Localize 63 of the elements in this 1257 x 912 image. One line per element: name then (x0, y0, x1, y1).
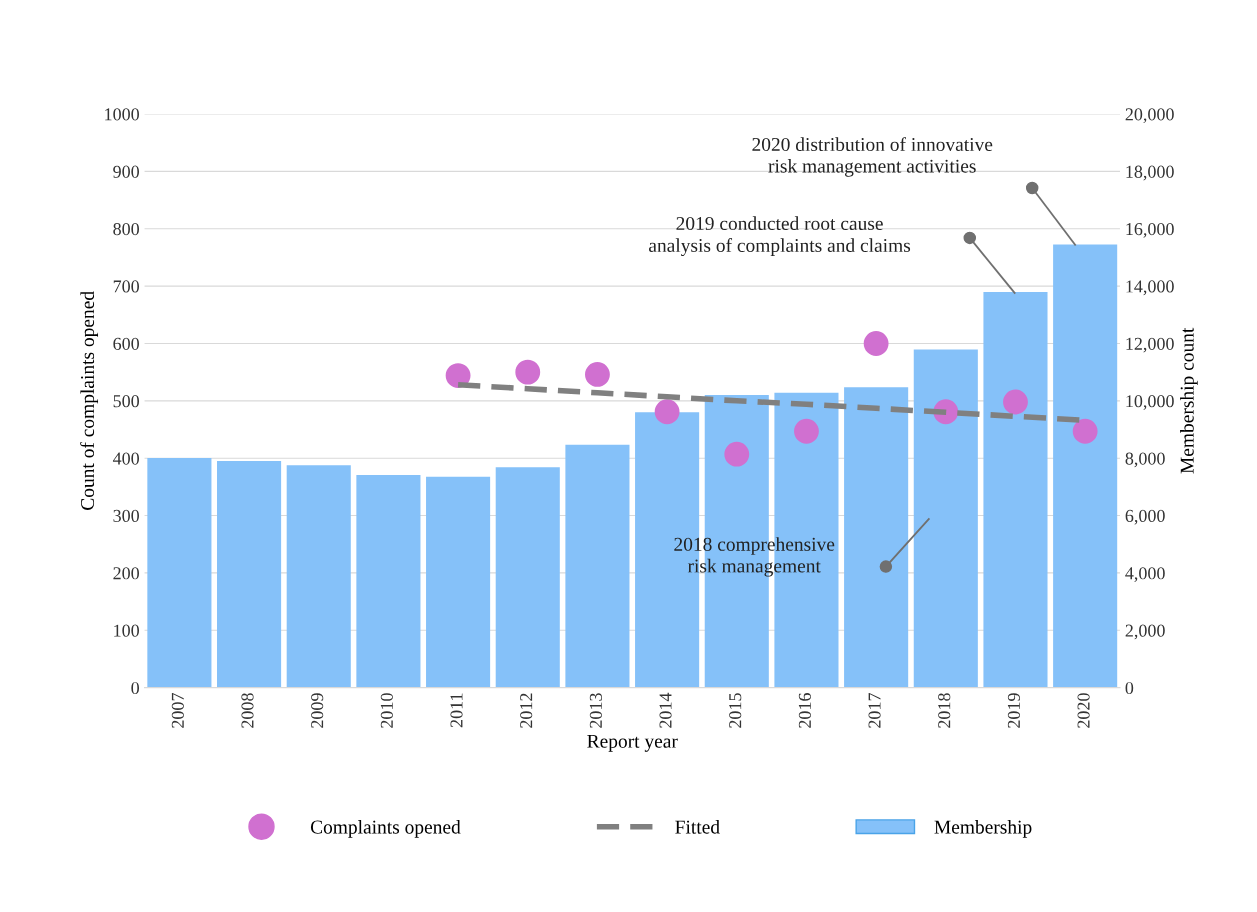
bar (356, 475, 421, 688)
y2-tick-label: 20,000 (1125, 108, 1174, 124)
bar (1053, 244, 1118, 688)
point (1072, 418, 1098, 444)
point (794, 418, 819, 444)
y2-tick-label: 8,000 (1125, 452, 1165, 468)
point (724, 441, 750, 467)
x-tick-label: 2008 (241, 693, 254, 728)
y2-tick-label: 6,000 (1125, 509, 1165, 525)
y-tick-label: 0 (131, 681, 140, 695)
x-tick-label: 2017 (868, 693, 881, 728)
y-tick-label: 200 (113, 567, 140, 580)
x-tick-label: 2016 (798, 693, 811, 728)
x-tick-label: 2009 (311, 693, 324, 728)
y2-tick-label: 4,000 (1125, 567, 1165, 582)
y2-tick-label: 10,000 (1126, 395, 1174, 410)
annotation: 2020 distribution of innovative risk management activities (752, 137, 993, 177)
x-tick-label: 2018 (938, 693, 951, 728)
x-tick-label: 2010 (380, 693, 393, 728)
y-tick-label: 500 (113, 395, 140, 408)
y-tick-label: 1000 (105, 108, 140, 121)
annotation: 2019 conducted root cause analysis of complaints and claims (649, 216, 911, 256)
x-tick-label: 2019 (1007, 693, 1020, 728)
bar (495, 467, 560, 688)
legend-label: Complaints opened (310, 820, 461, 838)
bar (913, 349, 978, 688)
x-tick-label: 2020 (1077, 693, 1090, 728)
bar (983, 292, 1048, 688)
x-tick-label: 2014 (659, 692, 672, 728)
point (654, 399, 680, 425)
bar (286, 465, 351, 688)
y-tick-label: 300 (113, 509, 140, 522)
y2-tick-label: 16,000 (1126, 222, 1174, 238)
x-tick-label: 2015 (729, 693, 742, 728)
point (515, 359, 541, 385)
y-tick-label: 900 (113, 165, 140, 178)
point (1003, 389, 1028, 415)
bar (844, 387, 909, 688)
legend-label: Membership (934, 820, 1032, 838)
bar (147, 457, 212, 688)
y-axis-title: Count of complaints opened (80, 291, 99, 510)
bar (217, 461, 282, 688)
y2-tick-label: 18,000 (1126, 165, 1174, 181)
y2-tick-label: 12,000 (1126, 337, 1174, 353)
y-tick-label: 100 (114, 624, 140, 637)
y-tick-label: 700 (113, 280, 140, 293)
y-tick-label: 600 (113, 337, 140, 350)
x-axis-title: Report year (587, 734, 678, 752)
y-tick-label: 800 (113, 222, 140, 236)
x-tick-label: 2013 (589, 693, 602, 728)
point (585, 362, 610, 387)
y2-tick-label: 14,000 (1126, 280, 1174, 296)
point (863, 331, 889, 356)
y2-tick-label: 2,000 (1125, 624, 1165, 640)
bar (565, 444, 630, 688)
x-tick-label: 2012 (520, 693, 533, 728)
y2-tick-label: 0 (1125, 681, 1134, 695)
bar (426, 476, 491, 688)
y2-axis-title: Membership count (1180, 327, 1198, 474)
y-tick-label: 400 (112, 452, 140, 465)
x-tick-label: 2007 (171, 693, 184, 728)
x-tick-label: 2011 (450, 693, 463, 728)
legend-label: Fitted (675, 820, 720, 834)
